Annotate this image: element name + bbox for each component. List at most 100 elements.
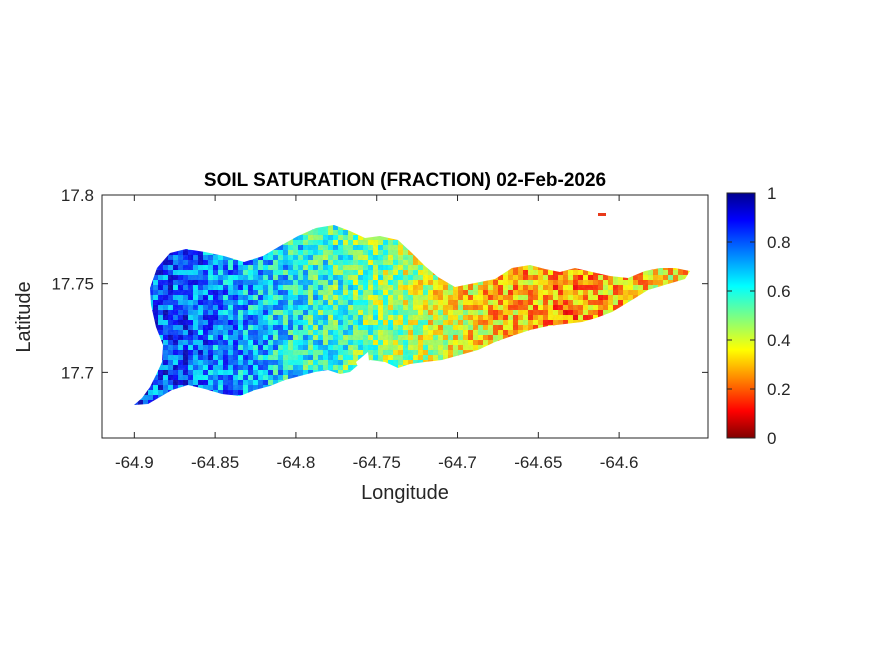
heatmap-cell — [523, 225, 528, 230]
heatmap-cell — [478, 240, 483, 245]
heatmap-cell — [138, 335, 143, 340]
heatmap-cell — [293, 220, 298, 225]
heatmap-cell — [523, 365, 528, 370]
heatmap-cell — [134, 225, 138, 230]
heatmap-cell — [668, 390, 673, 395]
heatmap-cell — [678, 240, 683, 245]
heatmap-cell — [503, 265, 508, 270]
heatmap-cell — [573, 390, 578, 395]
heatmap-cell — [683, 305, 688, 310]
heatmap-cell — [423, 255, 428, 260]
heatmap-cell — [563, 360, 568, 365]
heatmap-cell — [648, 325, 653, 330]
heatmap-cell — [663, 330, 668, 335]
heatmap-cell — [608, 330, 613, 335]
heatmap-cell — [578, 360, 583, 365]
heatmap-cell — [193, 405, 198, 410]
heatmap-cell — [258, 390, 263, 395]
heatmap-cell — [683, 360, 688, 365]
heatmap-cell — [693, 240, 698, 245]
heatmap-cell — [418, 380, 423, 385]
heatmap-cell — [408, 375, 413, 380]
heatmap-cell — [538, 395, 543, 400]
heatmap-cell — [368, 225, 373, 230]
heatmap-cell — [558, 385, 563, 390]
heatmap-cell — [223, 395, 228, 400]
heatmap-cell — [558, 370, 563, 375]
heatmap-cell — [138, 390, 143, 395]
heatmap-cell — [678, 235, 683, 240]
heatmap-cell — [558, 380, 563, 385]
heatmap-cell — [308, 385, 313, 390]
heatmap-cell — [463, 250, 468, 255]
heatmap-cell — [658, 255, 663, 260]
heatmap-cell — [638, 375, 643, 380]
heatmap-cell — [208, 225, 213, 230]
heatmap-cell — [543, 365, 548, 370]
heatmap-cell — [693, 260, 698, 265]
heatmap-cell — [498, 260, 503, 265]
heatmap-cell — [628, 225, 633, 230]
heatmap-cell — [458, 360, 463, 365]
heatmap-cell — [398, 220, 403, 225]
heatmap-cell — [533, 230, 538, 235]
heatmap-cell — [623, 385, 628, 390]
heatmap-cell — [558, 390, 563, 395]
heatmap-cell — [663, 380, 668, 385]
heatmap-cell — [408, 370, 413, 375]
heatmap-cell — [268, 390, 273, 395]
heatmap-cell — [678, 330, 683, 335]
heatmap-cell — [643, 340, 648, 345]
heatmap-cell — [363, 225, 368, 230]
heatmap-cell — [128, 290, 133, 295]
heatmap-cell — [678, 365, 683, 370]
heatmap-cell — [553, 240, 558, 245]
heatmap-cell — [528, 250, 533, 255]
heatmap-cell — [533, 390, 538, 395]
heatmap-cell — [608, 395, 613, 400]
heatmap-cell — [128, 315, 133, 320]
heatmap-cell — [583, 220, 588, 225]
heatmap-cell — [438, 365, 443, 370]
heatmap-cell — [498, 340, 503, 345]
heatmap-cell — [473, 405, 478, 410]
heatmap-cell — [453, 275, 458, 280]
heatmap-cell — [458, 220, 463, 225]
heatmap-cell — [463, 265, 468, 270]
heatmap-cell — [593, 255, 598, 260]
heatmap-cell — [623, 320, 628, 325]
heatmap-cell — [148, 250, 153, 255]
heatmap-cell — [388, 365, 393, 370]
heatmap-cell — [603, 225, 608, 230]
heatmap-cell — [203, 230, 208, 235]
heatmap-cell — [438, 245, 443, 250]
heatmap-cell — [293, 380, 298, 385]
heatmap-cell — [673, 295, 678, 300]
heatmap-cell — [318, 390, 323, 395]
heatmap-cell — [688, 340, 690, 345]
heatmap-cell — [338, 395, 343, 400]
heatmap-cell — [134, 260, 138, 265]
heatmap-cell — [583, 375, 588, 380]
heatmap-cell — [238, 410, 243, 415]
heatmap-cell — [478, 410, 483, 415]
heatmap-cell — [218, 410, 223, 415]
heatmap-cell — [293, 230, 298, 235]
heatmap-cell — [598, 400, 603, 405]
heatmap-cell — [498, 385, 503, 390]
x-tick-label: -64.9 — [115, 453, 154, 472]
heatmap-cell — [658, 350, 663, 355]
heatmap-cell — [668, 240, 673, 245]
heatmap-cell — [583, 360, 588, 365]
heatmap-cell — [553, 360, 558, 365]
heatmap-cell — [263, 230, 268, 235]
heatmap-cell — [153, 225, 158, 230]
heatmap-cell — [363, 375, 368, 380]
heatmap-cell — [473, 240, 478, 245]
heatmap-cell — [568, 380, 573, 385]
heatmap-cell — [423, 225, 428, 230]
heatmap-cell — [143, 300, 148, 305]
heatmap-cell — [258, 240, 263, 245]
heatmap-cell — [313, 410, 318, 415]
